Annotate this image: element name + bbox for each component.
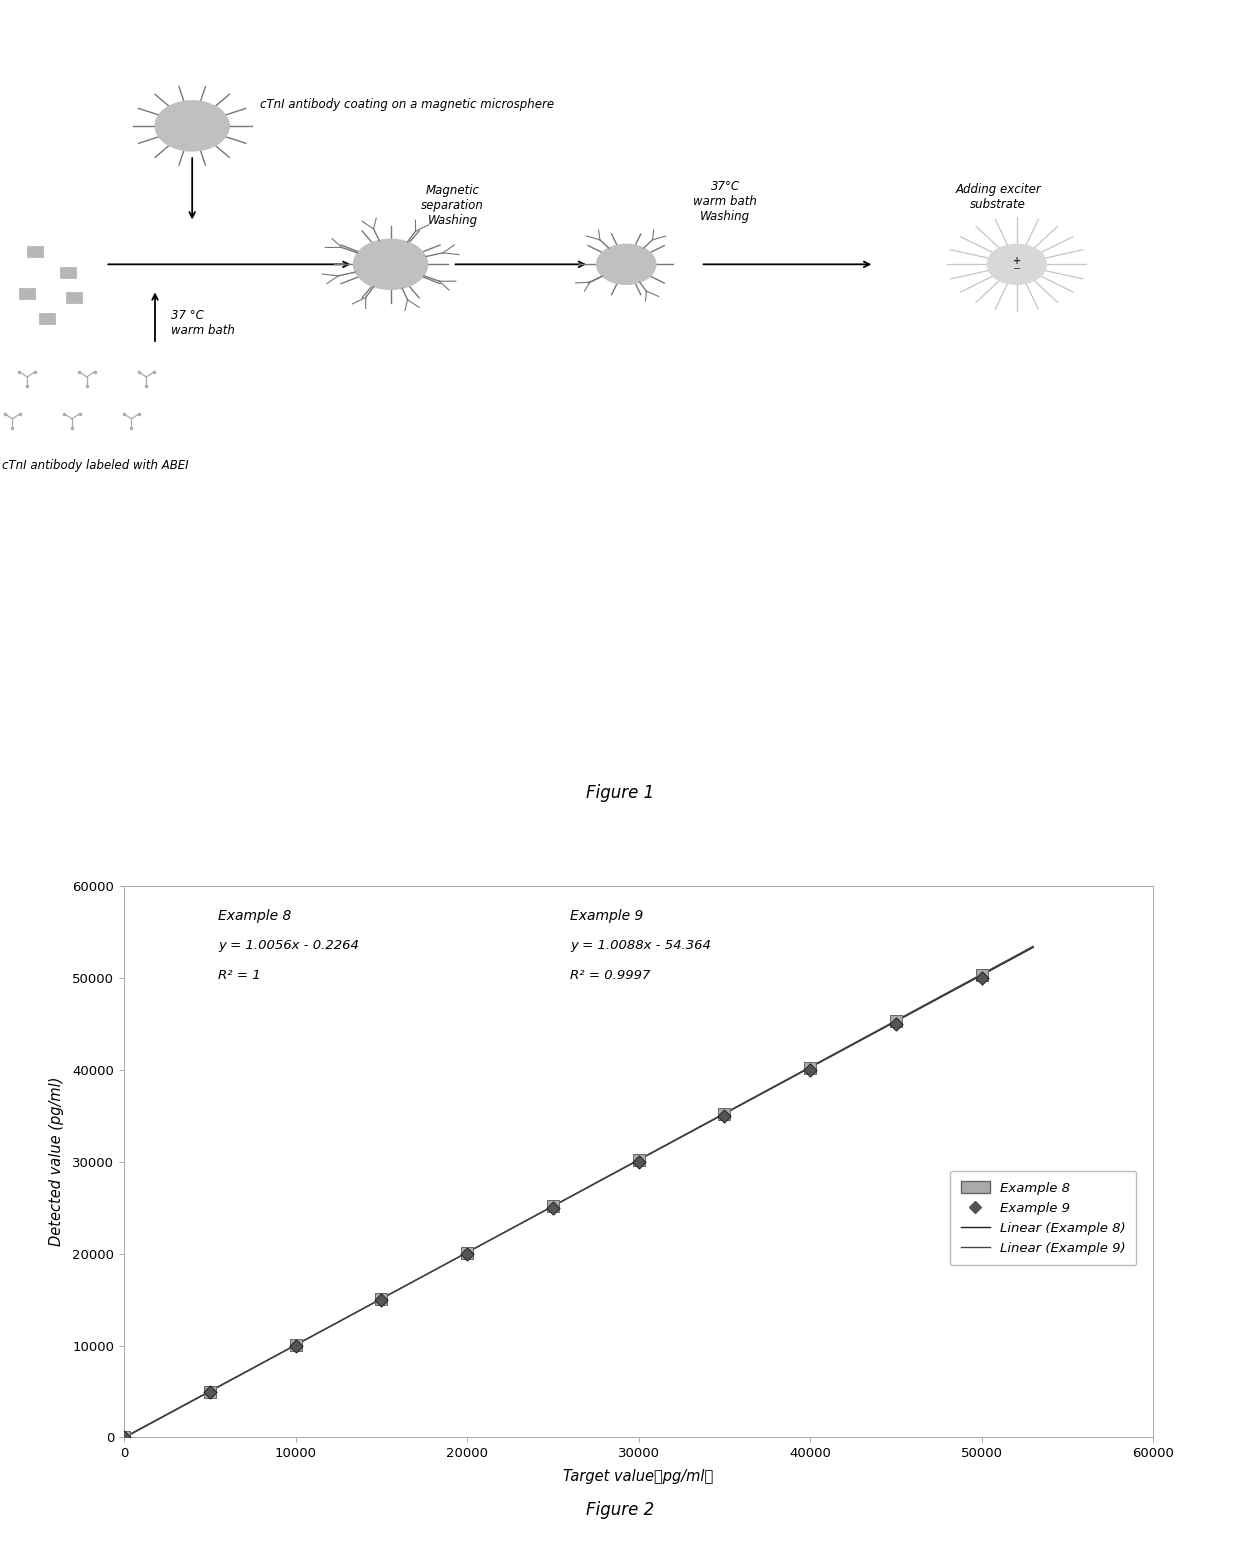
Point bbox=[114, 1425, 134, 1450]
Point bbox=[543, 1193, 563, 1218]
Circle shape bbox=[987, 244, 1047, 284]
Point bbox=[285, 1333, 305, 1358]
Text: R² = 1: R² = 1 bbox=[218, 968, 260, 982]
Point bbox=[285, 1333, 305, 1358]
Text: 37 °C
warm bath: 37 °C warm bath bbox=[171, 309, 236, 337]
Text: Example 8: Example 8 bbox=[218, 909, 291, 923]
Bar bbox=[61, 267, 77, 278]
Point bbox=[714, 1103, 734, 1128]
Point bbox=[800, 1055, 820, 1080]
Point bbox=[714, 1102, 734, 1127]
Point bbox=[885, 1012, 905, 1037]
Point bbox=[972, 965, 992, 990]
X-axis label: Target value（pg/ml）: Target value（pg/ml） bbox=[563, 1469, 714, 1484]
Circle shape bbox=[353, 239, 428, 289]
Text: cTnI antibody coating on a magnetic microsphere: cTnI antibody coating on a magnetic micr… bbox=[260, 98, 554, 112]
Point bbox=[200, 1380, 219, 1405]
Point bbox=[200, 1380, 219, 1405]
Text: 37°C
warm bath
Washing: 37°C warm bath Washing bbox=[693, 180, 758, 222]
Y-axis label: Detected value (pg/ml): Detected value (pg/ml) bbox=[48, 1077, 64, 1246]
Circle shape bbox=[596, 244, 656, 284]
Text: R² = 0.9997: R² = 0.9997 bbox=[570, 968, 650, 982]
Text: Magnetic
separation
Washing: Magnetic separation Washing bbox=[422, 183, 484, 227]
Bar bbox=[27, 246, 42, 258]
Text: y = 1.0088x - 54.364: y = 1.0088x - 54.364 bbox=[570, 939, 711, 953]
Point bbox=[114, 1425, 134, 1450]
Point bbox=[371, 1287, 391, 1312]
Text: Example 9: Example 9 bbox=[570, 909, 644, 923]
Point bbox=[972, 963, 992, 988]
Point bbox=[458, 1242, 477, 1267]
Text: cTnI antibody labeled with ABEI: cTnI antibody labeled with ABEI bbox=[2, 460, 190, 472]
Text: Figure 2: Figure 2 bbox=[585, 1501, 655, 1520]
Point bbox=[371, 1288, 391, 1313]
Point bbox=[629, 1148, 649, 1173]
Bar bbox=[20, 287, 35, 300]
Text: y = 1.0056x - 0.2264: y = 1.0056x - 0.2264 bbox=[218, 939, 360, 953]
Bar bbox=[40, 314, 56, 325]
Point bbox=[885, 1009, 905, 1033]
Point bbox=[800, 1058, 820, 1083]
Text: +: + bbox=[1013, 256, 1021, 266]
Bar bbox=[66, 292, 82, 303]
Text: −: − bbox=[1013, 264, 1021, 275]
Text: Figure 1: Figure 1 bbox=[585, 785, 655, 802]
Legend: Example 8, Example 9, Linear (Example 8), Linear (Example 9): Example 8, Example 9, Linear (Example 8)… bbox=[950, 1170, 1136, 1265]
Point bbox=[629, 1150, 649, 1175]
Circle shape bbox=[155, 101, 229, 151]
Point bbox=[543, 1195, 563, 1220]
Text: Adding exciter
substrate: Adding exciter substrate bbox=[955, 183, 1042, 211]
Point bbox=[458, 1240, 477, 1265]
